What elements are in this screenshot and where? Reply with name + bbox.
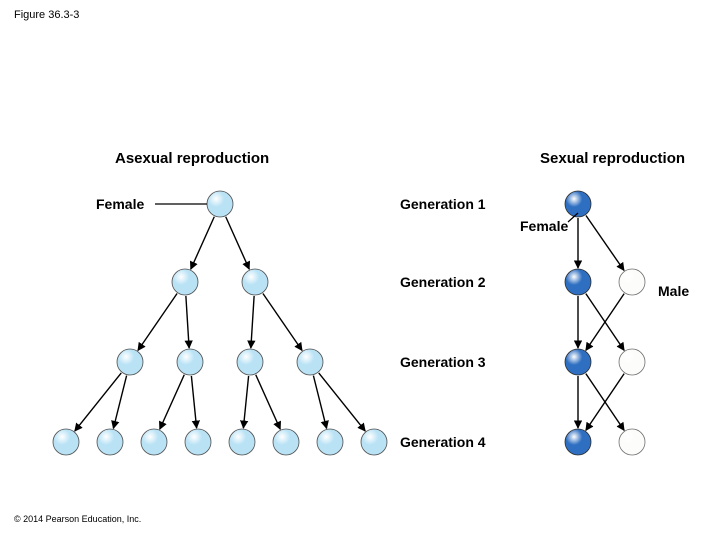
asexual-cell-gen2-2 [242, 269, 268, 295]
asexual-cell-gen4-1 [53, 429, 79, 455]
sexual-male-gen4 [619, 429, 645, 455]
asexual-cell-gen4-4 [185, 429, 211, 455]
heading-sexual: Sexual reproduction [540, 150, 685, 167]
asexual-cell-gen4-3 [141, 429, 167, 455]
sexual-female-gen2 [565, 269, 591, 295]
asexual-arrow [138, 294, 177, 351]
asexual-arrow [191, 217, 215, 269]
sexual-female-gen4 [565, 429, 591, 455]
asexual-cell-gen4-7 [317, 429, 343, 455]
figure-label: Figure 36.3-3 [14, 9, 79, 21]
asexual-arrow [113, 376, 126, 429]
asexual-cell-gen3-3 [237, 349, 263, 375]
asexual-cell-gen4-2 [97, 429, 123, 455]
asexual-arrow [160, 375, 185, 429]
heading-asexual: Asexual reproduction [115, 150, 269, 167]
asexual-cell-gen3-2 [177, 349, 203, 375]
sexual-arrow [586, 216, 624, 271]
label-male: Male [658, 283, 689, 299]
asexual-cell-gen3-1 [117, 349, 143, 375]
asexual-cell-gen2-1 [172, 269, 198, 295]
asexual-arrow [226, 217, 250, 269]
asexual-arrow [186, 296, 189, 348]
label-gen4: Generation 4 [400, 434, 486, 450]
asexual-cell-gen3-4 [297, 349, 323, 375]
asexual-arrow [191, 376, 196, 428]
asexual-cell-gen1-1 [207, 191, 233, 217]
asexual-cell-gen4-5 [229, 429, 255, 455]
asexual-cell-gen4-6 [273, 429, 299, 455]
sexual-male-gen3 [619, 349, 645, 375]
asexual-arrow [243, 376, 248, 428]
label-gen3: Generation 3 [400, 354, 486, 370]
copyright: © 2014 Pearson Education, Inc. [14, 514, 141, 524]
asexual-arrow [251, 296, 254, 348]
asexual-arrow [313, 376, 326, 429]
label-female-right: Female [520, 218, 568, 234]
asexual-cell-gen4-8 [361, 429, 387, 455]
sexual-male-gen2 [619, 269, 645, 295]
label-gen1: Generation 1 [400, 196, 486, 212]
asexual-arrow [263, 294, 302, 351]
label-female-left: Female [96, 196, 144, 212]
label-gen2: Generation 2 [400, 274, 486, 290]
sexual-female-gen3 [565, 349, 591, 375]
asexual-arrow [256, 375, 281, 429]
